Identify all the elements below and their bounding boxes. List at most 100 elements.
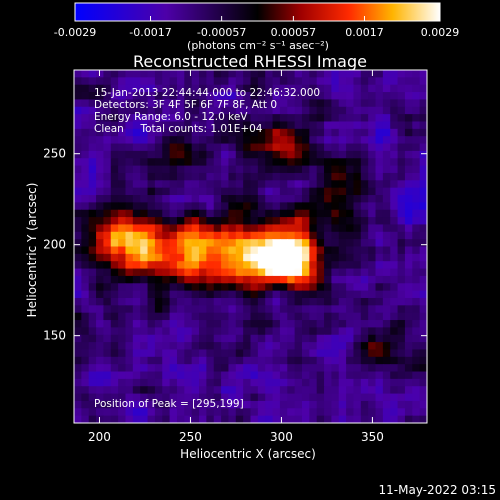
heatmap-cell: [199, 180, 207, 189]
heatmap-cell: [96, 334, 105, 343]
heatmap-cell: [265, 364, 274, 373]
heatmap-cell: [404, 327, 413, 336]
heatmap-cell: [316, 253, 325, 262]
heatmap-cell: [390, 371, 399, 380]
heatmap-cell: [74, 136, 82, 145]
heatmap-cell: [191, 209, 200, 218]
heatmap-cell: [243, 268, 252, 277]
heatmap-cell: [110, 261, 119, 270]
heatmap-cell: [331, 408, 340, 417]
heatmap-cell: [346, 209, 355, 218]
heatmap-cell: [346, 165, 355, 174]
heatmap-cell: [272, 275, 281, 284]
heatmap-cell: [199, 408, 207, 417]
heatmap-cell: [96, 378, 105, 387]
heatmap-cell: [147, 349, 156, 358]
heatmap-cell: [346, 408, 355, 417]
heatmap-cell: [154, 408, 163, 417]
heatmap-cell: [103, 77, 112, 86]
heatmap-cell: [397, 378, 406, 387]
heatmap-cell: [140, 136, 149, 145]
heatmap-cell: [309, 202, 318, 211]
heatmap-cell: [309, 275, 318, 284]
heatmap-cell: [287, 165, 296, 174]
heatmap-cell: [221, 231, 230, 240]
heatmap-cell: [301, 121, 310, 130]
heatmap-cell: [110, 84, 119, 93]
heatmap-cell: [184, 246, 193, 255]
heatmap-cell: [176, 202, 185, 211]
heatmap-cell: [331, 172, 340, 181]
heatmap-cell: [118, 209, 127, 218]
heatmap-cell: [81, 70, 90, 78]
heatmap-cell: [287, 70, 296, 78]
heatmap-cell: [125, 224, 134, 233]
heatmap-cell: [88, 400, 97, 409]
heatmap-cell: [221, 92, 230, 101]
heatmap-cell: [331, 187, 340, 196]
heatmap-cell: [257, 386, 266, 395]
heatmap-cell: [147, 136, 156, 145]
heatmap-cell: [184, 268, 193, 277]
heatmap-cell: [250, 378, 259, 387]
heatmap-cell: [221, 356, 230, 365]
heatmap-cell: [147, 378, 156, 387]
heatmap-cell: [228, 334, 237, 343]
heatmap-cell: [96, 217, 105, 226]
heatmap-cell: [110, 172, 119, 181]
heatmap-cell: [132, 92, 141, 101]
heatmap-cell: [404, 114, 413, 123]
heatmap-cell: [279, 187, 288, 196]
heatmap-cell: [199, 290, 207, 299]
heatmap-cell: [103, 70, 112, 78]
heatmap-cell: [375, 408, 384, 417]
heatmap-cell: [338, 297, 347, 306]
x-tick-label: 350: [361, 430, 384, 444]
heatmap-cell: [250, 217, 259, 226]
heatmap-cell: [265, 143, 274, 152]
heatmap-cell: [412, 143, 421, 152]
heatmap-cell: [140, 290, 149, 299]
heatmap-cell: [397, 349, 406, 358]
heatmap-cell: [324, 327, 332, 336]
heatmap-cell: [309, 195, 318, 203]
heatmap-cell: [404, 246, 413, 255]
heatmap-cell: [184, 342, 193, 351]
heatmap-cell: [199, 195, 207, 203]
heatmap-cell: [272, 231, 281, 240]
heatmap-cell: [103, 180, 112, 189]
heatmap-cell: [206, 312, 215, 321]
heatmap-cell: [265, 290, 274, 299]
heatmap-cell: [206, 400, 215, 409]
heatmap-cell: [316, 114, 325, 123]
heatmap-cell: [184, 253, 193, 262]
heatmap-cell: [169, 297, 178, 306]
heatmap-cell: [309, 378, 318, 387]
heatmap-cell: [316, 136, 325, 145]
heatmap-cell: [88, 195, 97, 203]
heatmap-cell: [309, 158, 318, 167]
heatmap-cell: [243, 121, 252, 130]
heatmap-cell: [103, 290, 112, 299]
heatmap-cell: [353, 356, 362, 365]
heatmap-cell: [324, 231, 332, 240]
heatmap-cell: [228, 187, 237, 196]
heatmap-cell: [162, 334, 171, 343]
heatmap-cell: [279, 334, 288, 343]
heatmap-cell: [162, 92, 171, 101]
heatmap-cell: [228, 297, 237, 306]
heatmap-cell: [213, 180, 222, 189]
heatmap-cell: [140, 106, 149, 115]
heatmap-cell: [132, 408, 141, 417]
heatmap-cell: [404, 305, 413, 314]
heatmap-cell: [331, 92, 340, 101]
heatmap-cell: [154, 224, 163, 233]
heatmap-cell: [412, 334, 421, 343]
heatmap-cell: [184, 224, 193, 233]
heatmap-cell: [103, 349, 112, 358]
heatmap-cell: [221, 187, 230, 196]
heatmap-cell: [279, 275, 288, 284]
heatmap-cell: [176, 275, 185, 284]
heatmap-cell: [147, 356, 156, 365]
heatmap-cell: [382, 327, 391, 336]
